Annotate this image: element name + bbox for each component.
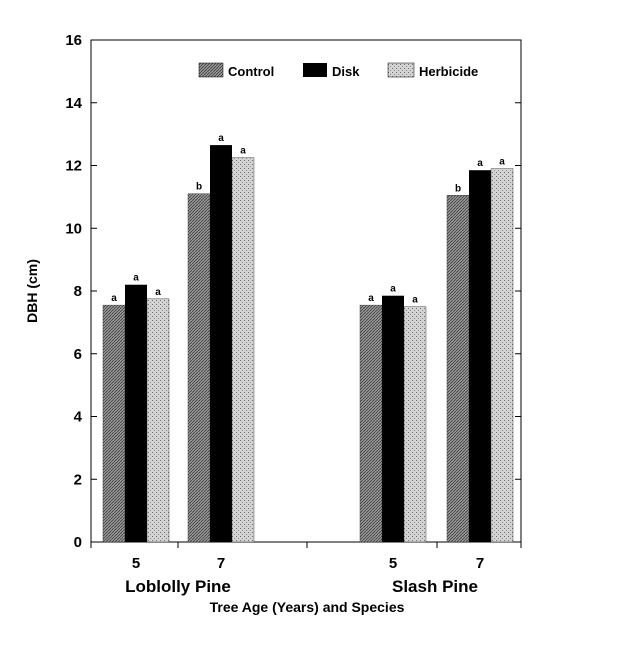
significance-label: a xyxy=(499,157,505,168)
y-tick-label: 8 xyxy=(74,283,82,300)
significance-label: b xyxy=(455,183,461,194)
y-tick-label: 10 xyxy=(65,220,82,237)
y-tick-label: 4 xyxy=(74,409,83,426)
legend-label-herbicide: Herbicide xyxy=(419,64,478,79)
bar-herbicide-1 xyxy=(231,157,255,543)
legend-label-control: Control xyxy=(228,64,274,79)
bar-control-1 xyxy=(187,193,211,543)
bar-herbicide-0 xyxy=(146,298,170,543)
y-tick-label: 14 xyxy=(65,95,82,112)
significance-label: a xyxy=(133,273,139,284)
bar-herbicide-3 xyxy=(490,168,514,543)
bar-control-3 xyxy=(446,195,470,543)
species-label: Loblolly Pine xyxy=(125,577,231,596)
x-axis-title: Tree Age (Years) and Species xyxy=(210,599,405,615)
significance-label: a xyxy=(218,133,224,144)
bar-disk-1 xyxy=(210,145,232,542)
x-tick-label: 5 xyxy=(389,555,397,572)
y-tick-label: 6 xyxy=(74,346,82,363)
x-tick-label: 5 xyxy=(132,555,140,572)
y-tick-label: 12 xyxy=(65,158,82,175)
x-tick-label: 7 xyxy=(217,555,225,572)
legend-swatch-disk xyxy=(303,63,327,77)
significance-label: a xyxy=(155,287,161,298)
significance-label: a xyxy=(477,158,483,169)
legend-label-disk: Disk xyxy=(332,64,360,79)
significance-label: a xyxy=(240,146,246,157)
bar-disk-3 xyxy=(469,170,491,543)
legend-swatch-herbicide xyxy=(387,62,415,78)
y-tick-label: 16 xyxy=(65,32,82,49)
bar-herbicide-2 xyxy=(403,306,427,543)
y-tick-label: 0 xyxy=(74,534,82,551)
y-axis: 0 2 4 6 8 10 12 14 16 xyxy=(65,32,521,551)
bar-disk-0 xyxy=(125,284,147,542)
x-axis: 5 7 Loblolly Pine 5 7 Slash Pine xyxy=(90,542,522,596)
x-tick-label: 7 xyxy=(476,555,484,572)
significance-label: a xyxy=(368,293,374,304)
bar-control-0 xyxy=(102,304,126,543)
significance-label: a xyxy=(111,293,117,304)
legend: Control Disk Herbicide xyxy=(198,62,478,79)
significance-label: a xyxy=(412,295,418,306)
bar-disk-2 xyxy=(382,295,404,542)
species-label: Slash Pine xyxy=(392,577,478,596)
significance-label: a xyxy=(390,284,396,295)
significance-label: b xyxy=(196,182,202,193)
bar-control-2 xyxy=(359,304,383,543)
legend-swatch-control xyxy=(198,62,224,78)
y-axis-title: DBH (cm) xyxy=(24,259,40,323)
y-tick-label: 2 xyxy=(74,471,82,488)
bars: a b a b a a a a a a a a xyxy=(102,133,514,543)
